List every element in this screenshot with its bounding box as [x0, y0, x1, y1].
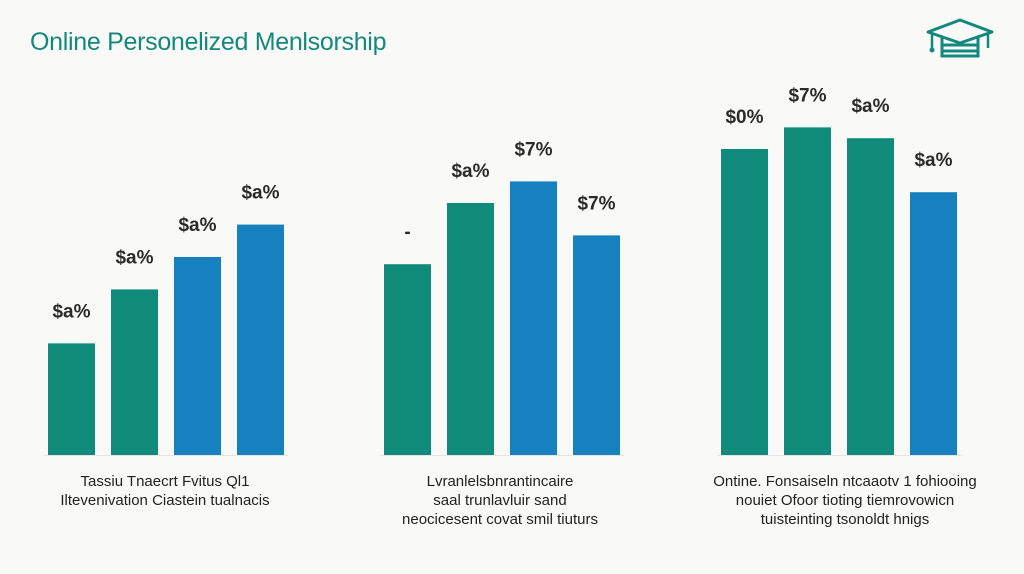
- chart-1-value-label-3: $a%: [178, 215, 216, 236]
- chart-3-value-label-1: $0%: [725, 107, 763, 128]
- chart-2-value-label-1: -: [404, 222, 410, 243]
- chart-1-value-label-4: $a%: [241, 183, 279, 204]
- chart-3-value-label-4: $a%: [914, 150, 952, 171]
- graduation-cap-icon: [926, 18, 994, 58]
- chart-2-value-label-2: $a%: [451, 161, 489, 182]
- chart-1-caption-line-1: Tassiu Tnaecrt Fvitus Ql1: [80, 473, 250, 490]
- chart-1-bar-4: [237, 224, 284, 455]
- chart-1: $a% $a% $a% $a%: [44, 183, 288, 456]
- chart-3-value-label-2: $7%: [788, 85, 826, 106]
- chart-3-caption-line-3: tuisteinting tsonoldt hnigs: [760, 511, 930, 528]
- chart-3: $0% $7% $a% $a%: [717, 85, 961, 456]
- chart-1-bar-2: [111, 289, 158, 455]
- chart-title: Online Personelized Menlsorship: [30, 28, 387, 56]
- chart-2-bar-2: [447, 203, 494, 455]
- chart-1-caption: Tassiu Tnaecrt Fvitus Ql1 Iltevenivation…: [40, 472, 290, 510]
- chart-1-caption-line-2: Iltevenivation Ciastein tualnacis: [60, 492, 270, 509]
- chart-3-caption-line-1: Ontine. Fonsaiseln ntcaaotv 1 fohiooing: [713, 473, 977, 490]
- chart-1-value-label-2: $a%: [115, 247, 153, 268]
- chart-3-value-label-3: $a%: [851, 96, 889, 117]
- chart-3-caption: Ontine. Fonsaiseln ntcaaotv 1 fohiooing …: [690, 472, 1000, 529]
- chart-2-value-label-3: $7%: [514, 139, 552, 160]
- chart-2-caption: Lvranlelsbnrantincaire saal trunlavluir …: [370, 472, 630, 529]
- chart-1-value-label-1: $a%: [52, 301, 90, 322]
- chart-2-value-label-4: $7%: [577, 193, 615, 214]
- chart-1-bar-1: [48, 343, 95, 455]
- chart-2-bar-1: [384, 264, 431, 455]
- chart-2-bar-4: [573, 235, 620, 455]
- chart-2-caption-line-2: saal trunlavluir sand: [433, 492, 567, 509]
- chart-2: - $a% $7% $7%: [380, 139, 624, 456]
- chart-3-caption-line-2: nouiet Ofoor tioting tiemrovowicn: [735, 492, 955, 509]
- chart-3-bar-2: [784, 127, 831, 456]
- chart-3-bar-4: [910, 192, 957, 455]
- chart-2-caption-line-1: Lvranlelsbnrantincaire: [426, 473, 574, 490]
- chart-2-bar-3: [510, 181, 557, 455]
- chart-3-bar-3: [847, 138, 894, 455]
- chart-1-bar-3: [174, 257, 221, 455]
- chart-2-caption-line-3: neocicesent covat smil tiuturs: [402, 511, 598, 528]
- chart-3-bar-1: [721, 149, 768, 455]
